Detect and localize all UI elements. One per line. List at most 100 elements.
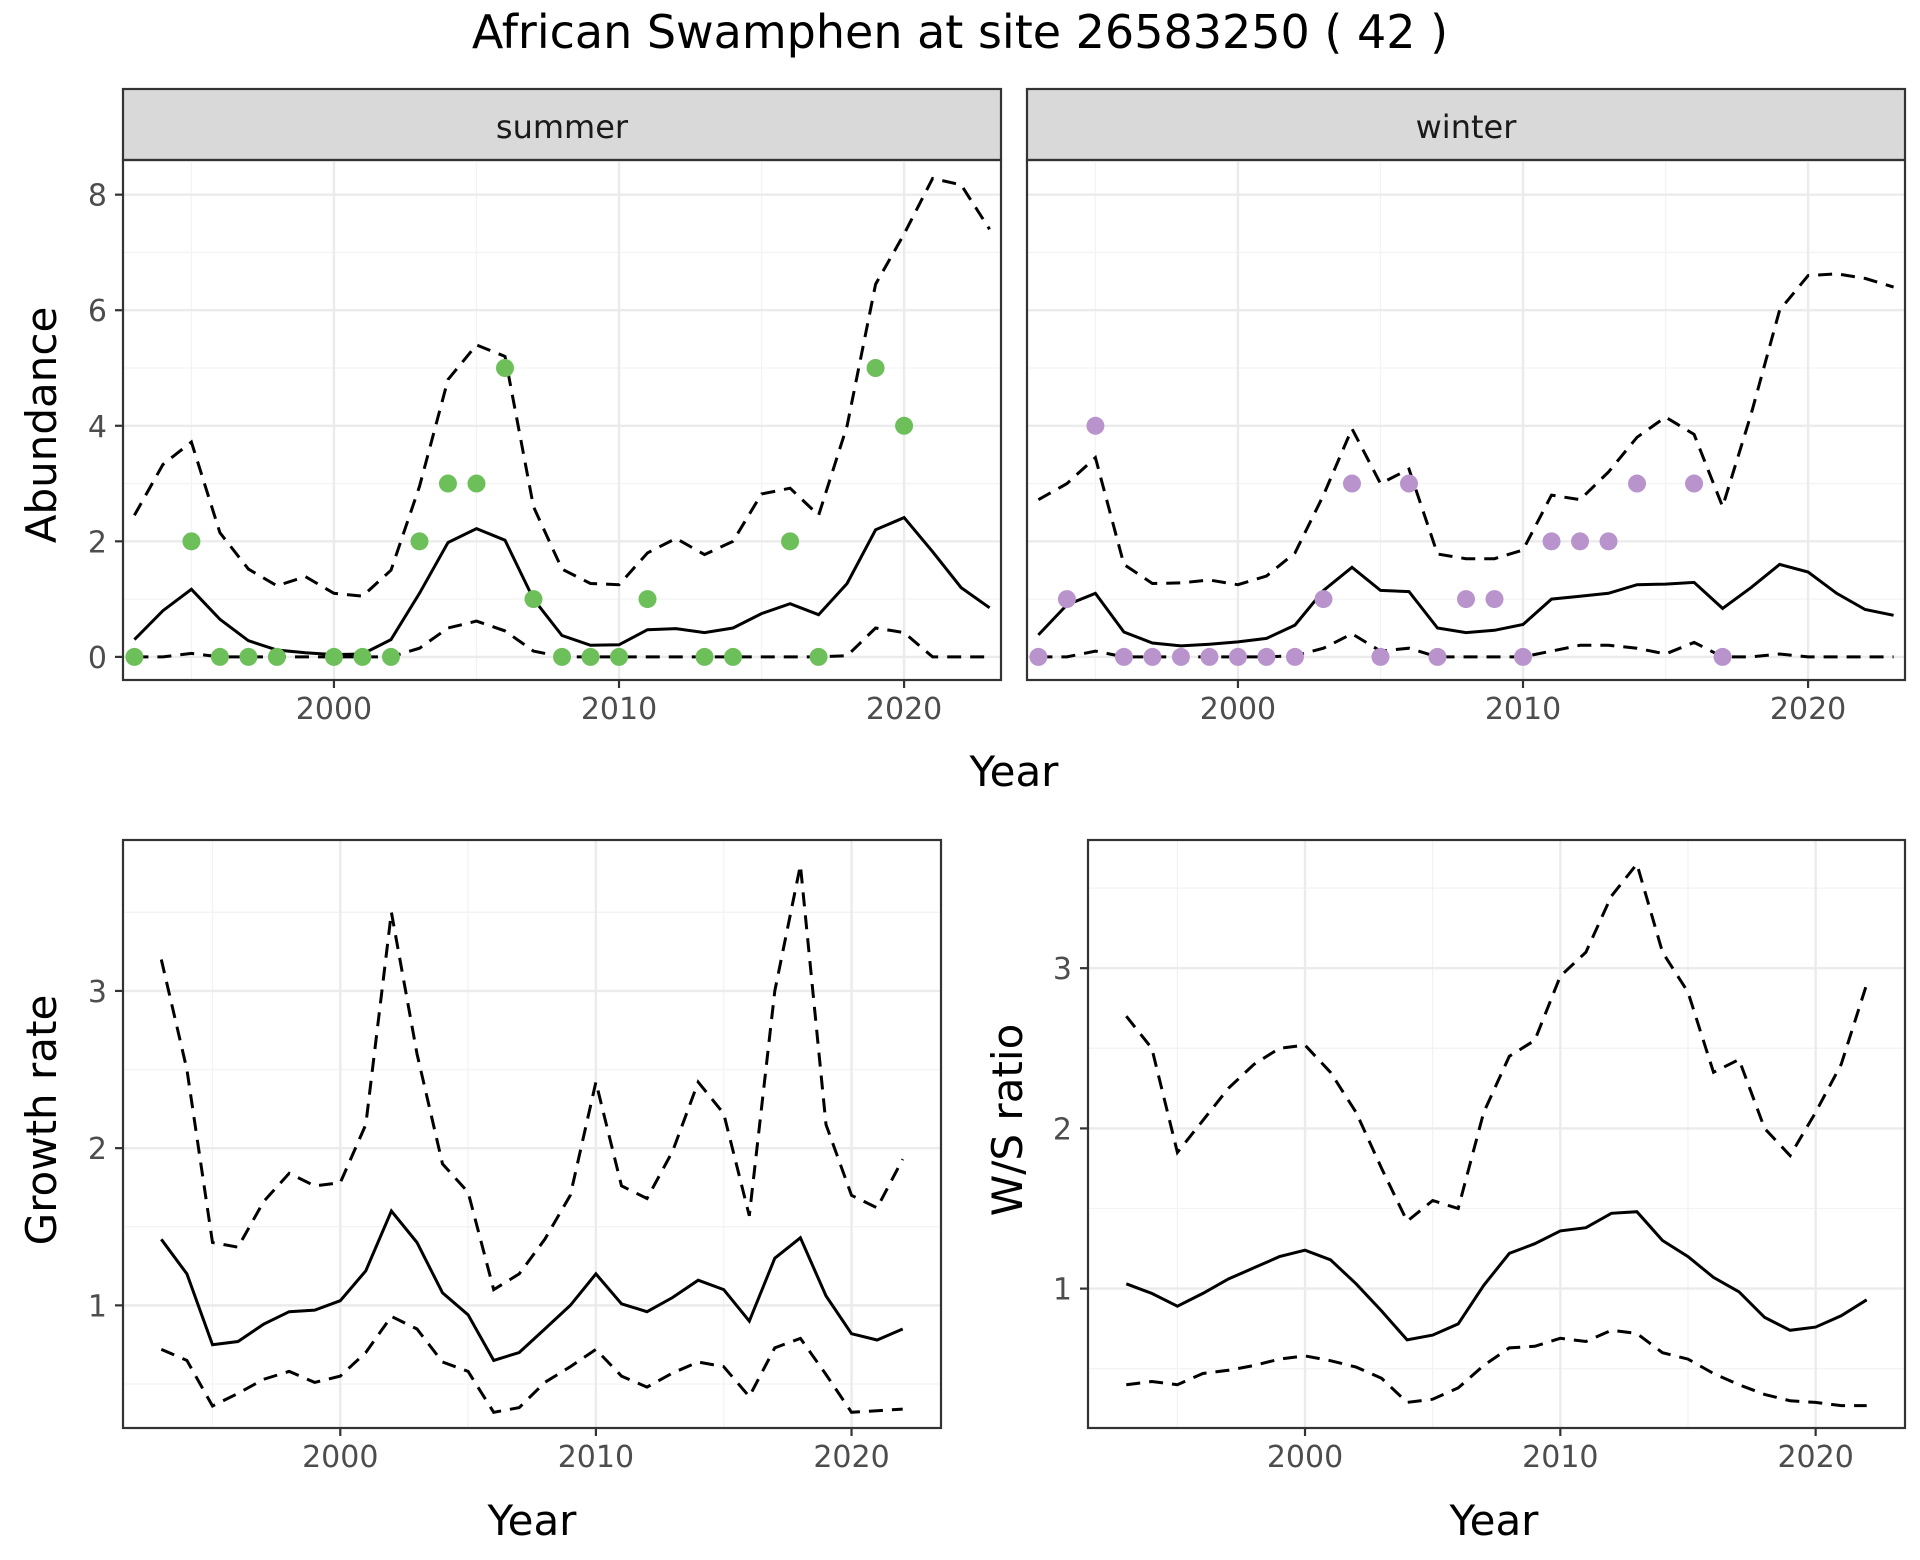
abundance-winter-data-point — [1457, 590, 1475, 609]
abundance-summer-data-point — [182, 532, 201, 551]
abundance-winter-panel-border — [1025, 158, 1907, 682]
abundance-summer-data-point — [381, 647, 400, 666]
x-tick-label: 2000 — [296, 692, 372, 727]
abundance-summer-data-point — [495, 359, 514, 377]
abundance-winter-data-point — [1228, 647, 1247, 666]
y-tick-label: 3 — [1053, 952, 1072, 987]
ws-ratio-upper-line — [1125, 860, 1869, 1224]
ws-ratio-lower-line — [1126, 1328, 1867, 1408]
abundance-summer-data-point — [610, 647, 629, 666]
ws-y-axis-title: W/S ratio — [983, 1024, 1032, 1217]
abundance-summer-data-point — [467, 474, 486, 493]
x-tick-label: 2020 — [813, 1440, 889, 1475]
abundance-winter-data-point — [1542, 532, 1561, 551]
y-tick-label: 3 — [88, 975, 107, 1010]
abundance-summer-data-point — [524, 590, 543, 609]
y-tick-label: 2 — [88, 525, 107, 560]
ws-ratio-panel-border — [1086, 838, 1907, 1430]
abundance-summer-data-point — [866, 359, 885, 377]
abundance-winter-data-point — [1143, 647, 1162, 666]
y-tick-label: 1 — [88, 1289, 107, 1324]
abundance-summer-data-point — [125, 647, 144, 666]
abundance-summer-data-point — [353, 647, 372, 666]
x-tick-label: 2010 — [581, 692, 657, 727]
abundance-summer-panel: summer 2000 2010 2020 0 2 4 6 8 — [88, 87, 1003, 727]
abundance-summer-data-point — [324, 647, 343, 666]
abundance-winter-data-point — [1114, 647, 1133, 666]
abundance-winter-data-point — [1314, 590, 1333, 609]
abundance-winter-data-point — [1171, 647, 1190, 666]
abundance-winter-data-point — [1257, 647, 1276, 666]
growth-rate-lower-line — [160, 1314, 903, 1414]
abundance-winter-estimate-line — [1037, 562, 1894, 648]
abundance-summer-data-point — [239, 647, 258, 666]
x-tick-label: 2010 — [1485, 692, 1561, 727]
abundance-winter-data-point — [1685, 474, 1704, 493]
ws-ratio-estimate-line — [1125, 1210, 1868, 1342]
abundance-winter-panel: winter 2000 2010 2020 — [1025, 87, 1907, 727]
abundance-summer-data-point — [638, 590, 657, 609]
abundance-summer-data-point — [895, 416, 914, 435]
ws-ratio-panel: 2000 2010 2020 1 2 3 — [1053, 838, 1907, 1475]
winter-strip — [1025, 87, 1907, 162]
abundance-summer-data-point — [553, 647, 571, 666]
y-tick-label: 1 — [1053, 1273, 1072, 1308]
x-tick-label: 2010 — [1522, 1440, 1598, 1475]
abundance-winter-data-point — [1086, 416, 1105, 435]
abundance-winter-data-point — [1342, 474, 1361, 493]
abundance-winter-data-point — [1571, 532, 1590, 551]
abundance-winter-data-point — [1428, 647, 1447, 666]
y-tick-label: 6 — [88, 294, 107, 329]
abundance-winter-data-point — [1514, 647, 1533, 666]
y-tick-label: 8 — [88, 179, 107, 214]
abundance-winter-data-point — [1399, 474, 1418, 493]
winter-strip-label: winter — [1416, 108, 1518, 146]
y-tick-label: 2 — [88, 1132, 107, 1167]
abundance-winter-data-point — [1485, 590, 1504, 609]
abundance-winter-data-point — [1200, 647, 1219, 666]
growth-x-axis-title: Year — [487, 1496, 578, 1545]
summer-strip — [121, 87, 1003, 162]
x-tick-label: 2000 — [1267, 1440, 1343, 1475]
figure-title: African Swamphen at site 26583250 ( 42 ) — [472, 5, 1448, 59]
y-tick-label: 4 — [88, 410, 107, 445]
growth-rate-panel: 2000 2010 2020 1 2 3 — [88, 838, 943, 1475]
abundance-summer-estimate-line — [133, 515, 991, 657]
summer-strip-label: summer — [496, 108, 629, 146]
abundance-winter-data-point — [1599, 532, 1618, 551]
x-tick-label: 2000 — [1200, 692, 1276, 727]
abundance-winter-data-point — [1628, 474, 1647, 493]
growth-rate-panel-border — [121, 838, 943, 1430]
abundance-winter-data-point — [1713, 647, 1732, 666]
abundance-winter-data-point — [1371, 647, 1390, 666]
abundance-summer-data-point — [581, 647, 600, 666]
y-tick-label: 2 — [1053, 1112, 1072, 1147]
abundance-summer-upper-line — [133, 176, 991, 598]
abundance-summer-data-point — [724, 647, 743, 666]
abundance-y-axis-title: Abundance — [17, 307, 66, 544]
ws-x-axis-title: Year — [1449, 1496, 1540, 1545]
abundance-summer-panel-border — [121, 158, 1003, 682]
x-tick-label: 2010 — [558, 1440, 634, 1475]
abundance-summer-data-point — [210, 647, 229, 666]
abundance-winter-upper-line — [1037, 272, 1895, 587]
x-tick-label: 2020 — [1777, 1440, 1853, 1475]
abundance-summer-data-point — [809, 647, 828, 666]
growth-y-axis-title: Growth rate — [17, 995, 66, 1246]
abundance-summer-data-point — [267, 647, 286, 666]
x-tick-label: 2000 — [302, 1440, 378, 1475]
abundance-summer-data-point — [781, 532, 800, 551]
abundance-winter-data-point — [1029, 647, 1048, 666]
x-tick-label: 2020 — [866, 692, 942, 727]
abundance-winter-data-point — [1057, 590, 1076, 609]
abundance-x-axis-title: Year — [969, 747, 1060, 796]
abundance-summer-data-point — [695, 647, 714, 666]
abundance-winter-data-point — [1285, 647, 1304, 666]
y-tick-label: 0 — [88, 641, 107, 676]
abundance-summer-data-point — [410, 532, 429, 551]
growth-rate-estimate-line — [160, 1208, 904, 1363]
abundance-summer-data-point — [438, 474, 457, 493]
growth-rate-upper-line — [159, 864, 905, 1292]
x-tick-label: 2020 — [1770, 692, 1846, 727]
